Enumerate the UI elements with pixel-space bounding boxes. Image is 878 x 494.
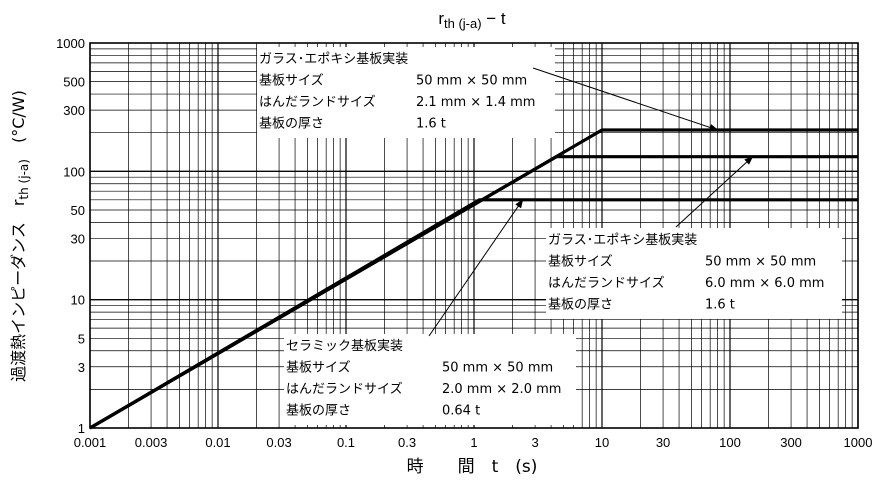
x-tick-label: 0.3 [398,435,416,450]
annotation-label: 基板サイズ [548,254,613,270]
annotation-label: はんだランドサイズ [548,275,665,291]
annotation-label: はんだランドサイズ [259,94,376,110]
annotation-value: 1.6 t [705,298,735,313]
annotation-value: 50 mm × 50 mm [416,74,527,89]
annotation-label: 基板の厚さ [548,298,613,313]
annotation-value: 2.0 mm × 2.0 mm [442,382,561,397]
annotation-value: 6.0 mm × 6.0 mm [705,276,824,291]
x-tick-label: 100 [719,435,741,450]
annotation-value: 0.64 t [442,404,480,419]
annotation-label: 基板サイズ [259,73,324,89]
annotation-arrow [532,67,719,131]
annotation-label: はんだランドサイズ [286,381,403,397]
y-tick-label: 300 [63,103,85,118]
annotation-label: 基板サイズ [286,360,351,376]
y-tick-label: 1000 [56,36,85,51]
annotation-label: ガラス･エポキシ基板実装 [548,232,697,248]
y-tick-label: 3 [78,360,85,375]
x-tick-label: 30 [656,435,670,450]
plot-area-frame [89,42,859,429]
x-tick-label: 3 [531,435,538,450]
annotation-label: ガラス･エポキシ基板実装 [259,51,408,67]
annotation-value: 2.1 mm × 1.4 mm [416,95,535,110]
annotation-box [546,228,842,319]
y-tick-label: 10 [71,293,85,308]
chart-title: rth (j-a) − t [438,9,506,31]
annotation-box [257,47,555,138]
x-tick-label: 0.1 [337,435,355,450]
x-tick-label: 0.003 [135,435,168,450]
y-axis-label: 過渡熱インピーダンス rth (j-a) (°C/W) [9,90,31,382]
x-tick-label: 0.01 [205,435,230,450]
annotation-value: 1.6 t [416,117,446,132]
y-tick-label: 500 [63,75,85,90]
annotation-arrow [675,156,754,228]
x-tick-label: 300 [780,435,802,450]
y-tick-labels: 1 3 5 10 30 50 100 300 500 1000 [56,36,85,436]
x-tick-label: 1 [470,435,477,450]
annotation-box [284,334,576,425]
y-tick-label: 1 [78,421,85,436]
y-tick-label: 50 [71,203,85,218]
x-tick-labels: 0.001 0.003 0.01 0.03 0.1 0.3 1 3 10 30 100 300 1000 [74,435,873,450]
annotation-label: 基板の厚さ [286,404,351,419]
series-line-3 [89,198,858,430]
annotation-label: 基板の厚さ [259,117,324,132]
x-tick-label: 0.001 [74,435,107,450]
x-tick-label: 1000 [844,435,873,450]
annotation-label: セラミック基板実装 [286,338,403,354]
y-tick-label: 30 [71,231,85,246]
series-layer [89,128,858,430]
x-tick-label: 10 [595,435,609,450]
x-axis-label: 時 間 t (s) [407,457,538,477]
y-tick-label: 100 [63,164,85,179]
x-tick-label: 0.03 [266,435,291,450]
annotation-value: 50 mm × 50 mm [705,255,816,270]
annotation-arrow [428,198,524,337]
annotation-value: 50 mm × 50 mm [442,361,553,376]
y-tick-label: 5 [78,331,85,346]
